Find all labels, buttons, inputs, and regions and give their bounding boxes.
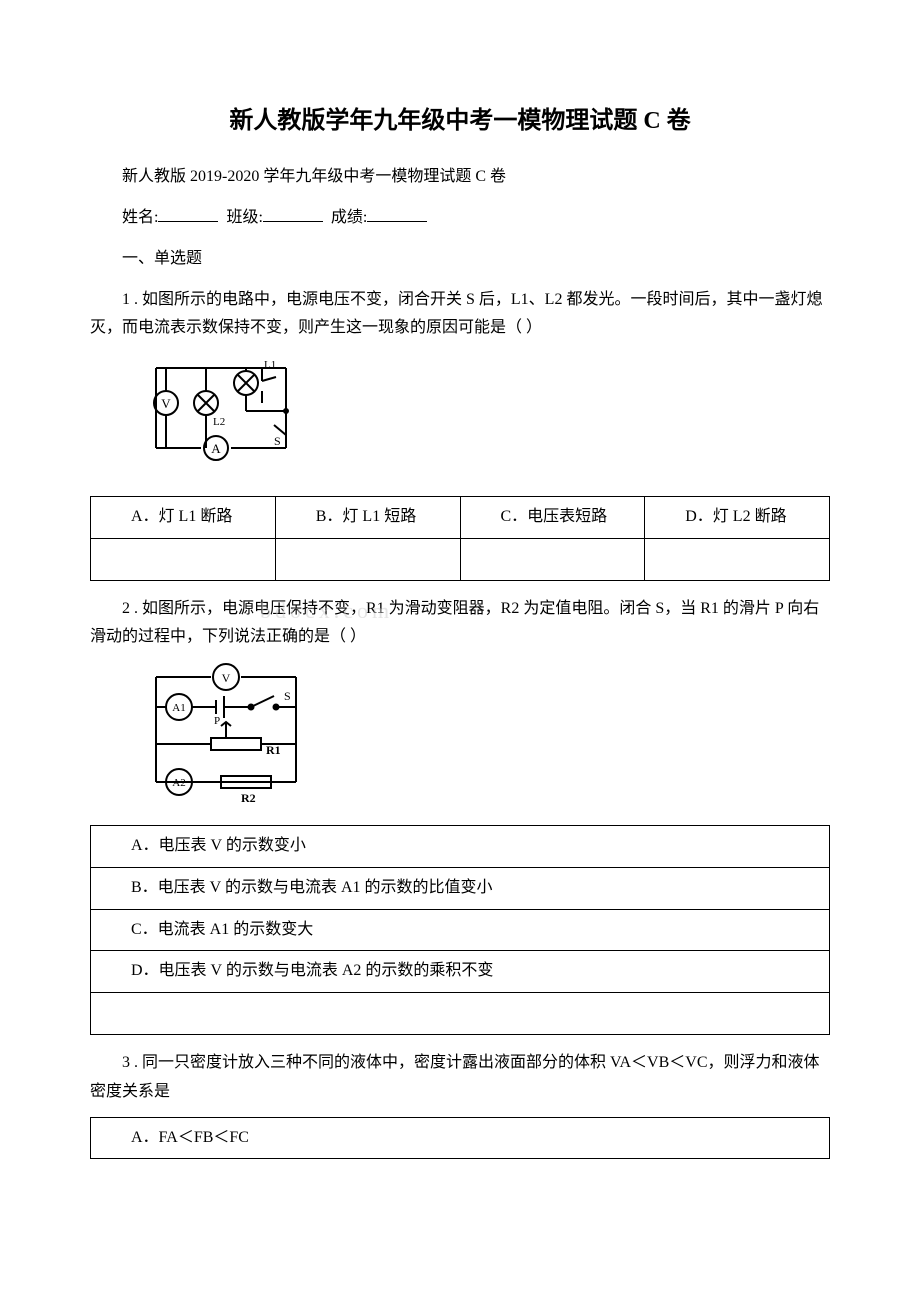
empty-cell <box>91 538 276 580</box>
score-blank[interactable] <box>367 206 427 222</box>
switch-label: S <box>274 434 281 448</box>
name-blank[interactable] <box>158 206 218 222</box>
voltmeter-label: V <box>161 396 171 411</box>
r2-label: R2 <box>241 791 256 802</box>
q1-diagram: V A L1 L2 S <box>136 353 830 484</box>
q1-options-table: A．灯 L1 断路 B．灯 L1 短路 C．电压表短路 D．灯 L2 断路 <box>90 496 830 581</box>
a1-label: A1 <box>172 702 185 714</box>
q2-options-table: A．电压表 V 的示数变小 B．电压表 V 的示数与电流表 A1 的示数的比值变… <box>90 825 830 1035</box>
class-blank[interactable] <box>263 206 323 222</box>
q2-optA[interactable]: A．电压表 V 的示数变小 <box>91 825 830 867</box>
q1-optD[interactable]: D．灯 L2 断路 <box>645 496 830 538</box>
r1-label: R1 <box>266 743 281 757</box>
q2-text: 2 . 如图所示，电源电压保持不变，R1 为滑动变阻器，R2 为定值电阻。闭合 … <box>90 595 830 653</box>
q2-optC[interactable]: C．电流表 A1 的示数变大 <box>91 909 830 951</box>
q1-text: 1 . 如图所示的电路中，电源电压不变，闭合开关 S 后，L1、L2 都发光。一… <box>90 286 830 344</box>
empty-cell <box>275 538 460 580</box>
a2-label: A2 <box>172 777 185 789</box>
q1-optA[interactable]: A．灯 L1 断路 <box>91 496 276 538</box>
l2-label: L2 <box>213 416 225 428</box>
switch-label: S <box>284 689 291 703</box>
sub-title: 新人教版 2019-2020 学年九年级中考一模物理试题 C 卷 <box>90 163 830 192</box>
q2-optD[interactable]: D．电压表 V 的示数与电流表 A2 的示数的乘积不变 <box>91 951 830 993</box>
l1-label: L1 <box>264 359 276 371</box>
q1-optC[interactable]: C．电压表短路 <box>460 496 645 538</box>
score-label: 成绩: <box>331 209 367 226</box>
name-label: 姓名: <box>122 209 158 226</box>
page-title: 新人教版学年九年级中考一模物理试题 C 卷 <box>90 100 830 143</box>
p-label: P <box>214 715 220 727</box>
ammeter-label: A <box>211 441 221 456</box>
voltmeter-label: V <box>222 671 231 685</box>
student-info-line: 姓名: 班级: 成绩: <box>90 204 830 233</box>
empty-cell <box>460 538 645 580</box>
q2-diagram: V A1 A2 S P R1 R2 <box>136 662 830 813</box>
empty-cell <box>91 993 830 1035</box>
q3-text: 3 . 同一只密度计放入三种不同的液体中，密度计露出液面部分的体积 VA＜VB＜… <box>90 1049 830 1107</box>
class-label: 班级: <box>226 209 262 226</box>
q3-options-table: A．FA＜FB＜FC <box>90 1117 830 1160</box>
empty-cell <box>645 538 830 580</box>
q1-optB[interactable]: B．灯 L1 短路 <box>275 496 460 538</box>
section-heading: 一、单选题 <box>90 245 830 274</box>
q3-optA[interactable]: A．FA＜FB＜FC <box>91 1117 830 1159</box>
q2-optB[interactable]: B．电压表 V 的示数与电流表 A1 的示数的比值变小 <box>91 867 830 909</box>
